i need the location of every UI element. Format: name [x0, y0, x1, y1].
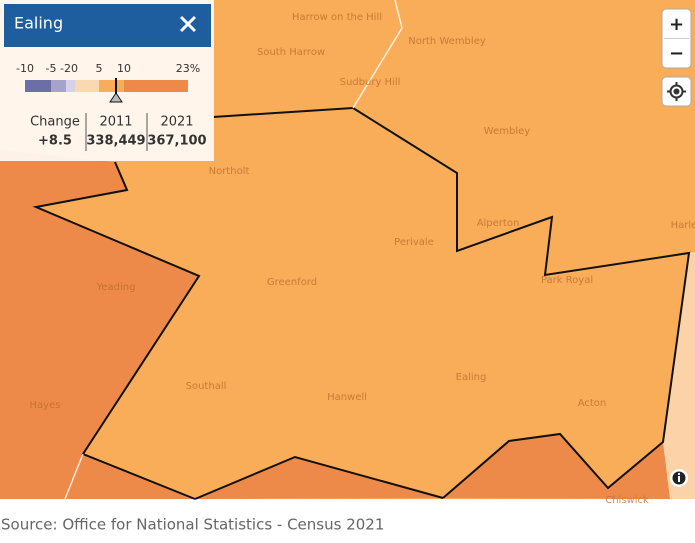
table-header: 2011	[99, 115, 132, 130]
legend-swatch	[99, 80, 124, 92]
legend-label: -10	[16, 62, 34, 75]
boundary	[32, 161, 201, 500]
boundary	[212, 107, 354, 118]
legend-swatch	[66, 80, 75, 92]
table-value: +8.5	[38, 134, 72, 149]
place-label: North Wembley	[408, 36, 486, 47]
borough-edge	[352, 0, 403, 109]
legend-swatch	[75, 80, 99, 92]
boundary	[194, 455, 444, 500]
legend-label: -20	[60, 62, 78, 75]
zoom-in[interactable]: +	[669, 14, 684, 35]
place-label: Ealing	[456, 372, 487, 383]
place-label: Hanwell	[327, 392, 367, 403]
place-label: Greenford	[267, 277, 317, 288]
legend-label: 23%	[176, 62, 200, 75]
place-label: Harrow on the Hill	[292, 12, 382, 23]
place-label: Southall	[186, 381, 227, 392]
place-label: South Harrow	[257, 47, 325, 58]
panel-title: Ealing	[14, 14, 63, 33]
area-west	[0, 150, 199, 499]
legend-label: 5	[96, 62, 103, 75]
place-label: Hayes	[30, 400, 61, 411]
place-label: Wembley	[484, 126, 530, 137]
place-label: Park Royal	[541, 275, 593, 286]
zoom-out[interactable]: −	[669, 43, 684, 64]
place-label: Acton	[578, 398, 607, 409]
place-label: Yeading	[96, 282, 136, 293]
table-header: Change	[30, 115, 80, 130]
borough-edge	[64, 453, 84, 500]
table-value: 367,100	[147, 134, 206, 149]
place-label: Perivale	[394, 237, 434, 248]
boundary	[352, 107, 691, 499]
place-label: Harle	[671, 220, 695, 231]
info-icon	[677, 472, 681, 476]
table-header: 2021	[160, 115, 193, 130]
place-label: Chiswick	[605, 495, 649, 506]
area-south	[65, 454, 195, 499]
place-label: Northolt	[209, 166, 250, 177]
table-value: 338,449	[86, 134, 145, 149]
legend-label: -5	[46, 62, 57, 75]
legend-swatch	[25, 80, 51, 92]
area-south	[195, 457, 443, 499]
source-note: Source: Office for National Statistics -…	[1, 516, 384, 534]
info-icon	[678, 476, 680, 482]
place-label: Sudbury Hill	[340, 77, 401, 88]
legend-swatch	[51, 80, 66, 92]
legend-marker	[109, 92, 123, 103]
place-label: Alperton	[477, 218, 520, 229]
panel-header	[4, 4, 211, 47]
locate-icon	[667, 82, 686, 101]
close-button[interactable]	[179, 15, 197, 33]
legend-swatch	[124, 80, 188, 92]
legend-label: 10	[117, 62, 131, 75]
area-east	[663, 252, 695, 499]
